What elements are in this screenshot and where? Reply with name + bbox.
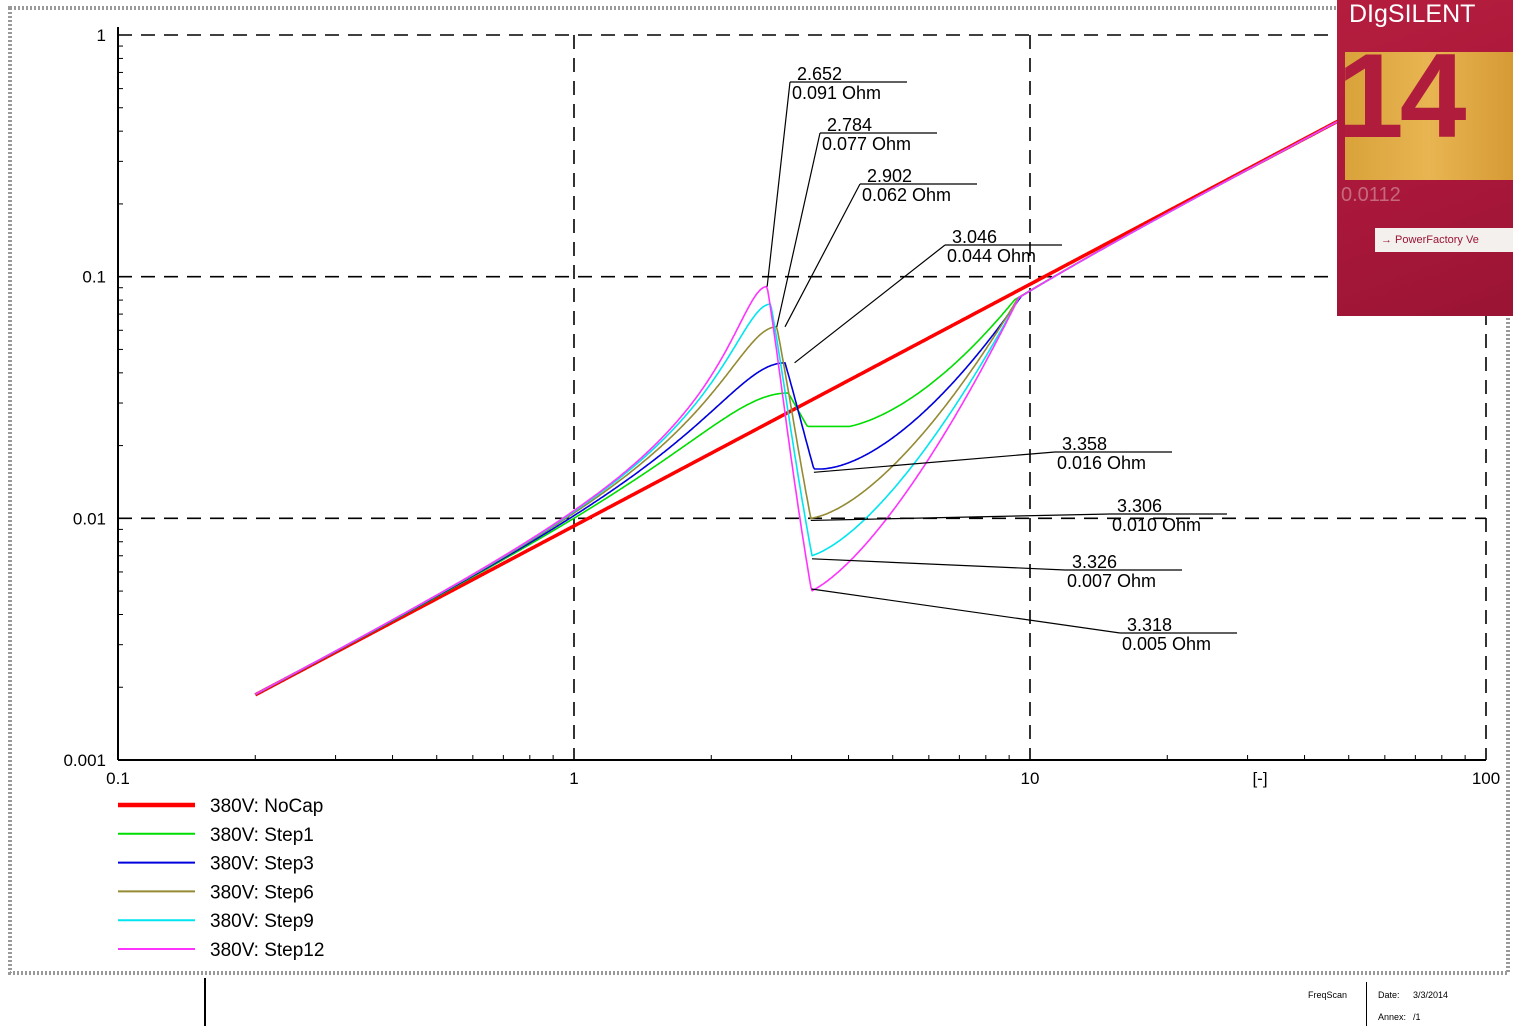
legend-label: 380V: Step3 xyxy=(210,854,314,875)
series-group xyxy=(254,105,1365,697)
x-tick-label: 0.1 xyxy=(106,769,130,788)
annotation-leader xyxy=(784,183,861,328)
annotation-impedance: 0.010 Ohm xyxy=(1112,515,1201,535)
footer-module: FreqScan xyxy=(1308,990,1348,1000)
legend-label: 380V: Step6 xyxy=(210,882,314,903)
logo-button[interactable]: → PowerFactory Ve xyxy=(1375,228,1513,252)
digsilent-logo: DIgSILENT 14 0.0112 → PowerFactory Ve xyxy=(1337,0,1513,316)
x-tick-label: 10 xyxy=(1021,769,1040,788)
x-axis-label: [-] xyxy=(1252,769,1267,788)
footer-divider-right xyxy=(1366,982,1367,1026)
annotation-impedance: 0.062 Ohm xyxy=(862,185,951,205)
legend-label: 380V: Step12 xyxy=(210,940,324,961)
annotation-value: 2.652 xyxy=(797,64,842,84)
annotation-leader xyxy=(810,513,1111,522)
legend: 380V: NoCap 380V: Step1 380V: Step3 380V: S… xyxy=(118,796,324,961)
annotation-value: 2.902 xyxy=(867,166,912,186)
annotation-impedance: 0.044 Ohm xyxy=(947,246,1036,266)
footer-annex-label: Annex: xyxy=(1378,1012,1407,1022)
y-tick-label: 0.1 xyxy=(82,268,106,287)
y-tick-label: 1 xyxy=(97,26,106,45)
annotation-leader xyxy=(776,132,821,327)
footer-divider xyxy=(204,978,206,1026)
y-tick-label: 0.01 xyxy=(73,509,106,528)
logo-faint-text: 0.0112 xyxy=(1341,184,1401,206)
logo-number: 14 xyxy=(1337,29,1466,163)
x-tick-label: 100 xyxy=(1472,769,1500,788)
annotation-leader xyxy=(811,588,1121,634)
annotation-leader xyxy=(811,558,1066,571)
x-tick-label: 1 xyxy=(569,769,578,788)
annotation-impedance: 0.005 Ohm xyxy=(1122,634,1211,654)
footer-annex-value: /1 xyxy=(1413,1012,1421,1022)
annotation-value: 3.306 xyxy=(1117,496,1162,516)
legend-label: 380V: Step1 xyxy=(210,825,314,846)
annotation-impedance: 0.016 Ohm xyxy=(1057,453,1146,473)
series-line-0 xyxy=(254,105,1365,697)
logo-brand: DIgSILENT xyxy=(1349,0,1476,28)
annotation-impedance: 0.091 Ohm xyxy=(792,83,881,103)
annotation-value: 3.318 xyxy=(1127,615,1172,635)
axes: 0.1 1 10 100 1 0.1 0.01 0.001 [-] xyxy=(63,26,1500,788)
annotation-value: 3.326 xyxy=(1072,552,1117,572)
logo-panel xyxy=(1345,52,1513,180)
annotation-leader xyxy=(766,81,791,287)
legend-label: 380V: Step9 xyxy=(210,911,314,932)
footer-date-value: 3/3/2014 xyxy=(1413,990,1449,1000)
annotation-leader xyxy=(794,244,946,364)
footer: FreqScan Date: 3/3/2014 Annex: /1 xyxy=(0,978,1513,1026)
annotation-leader xyxy=(813,451,1056,473)
legend-label: 380V: NoCap xyxy=(210,796,323,817)
y-tick-label: 0.001 xyxy=(63,751,106,770)
annotation-value: 2.784 xyxy=(827,115,872,135)
annotation-value: 3.358 xyxy=(1062,434,1107,454)
plot-border xyxy=(8,6,1510,975)
footer-date-label: Date: xyxy=(1378,990,1400,1000)
series-line-5 xyxy=(254,106,1365,695)
annotation-value: 3.046 xyxy=(952,227,997,247)
annotation-impedance: 0.007 Ohm xyxy=(1067,571,1156,591)
annotation-impedance: 0.077 Ohm xyxy=(822,134,911,154)
